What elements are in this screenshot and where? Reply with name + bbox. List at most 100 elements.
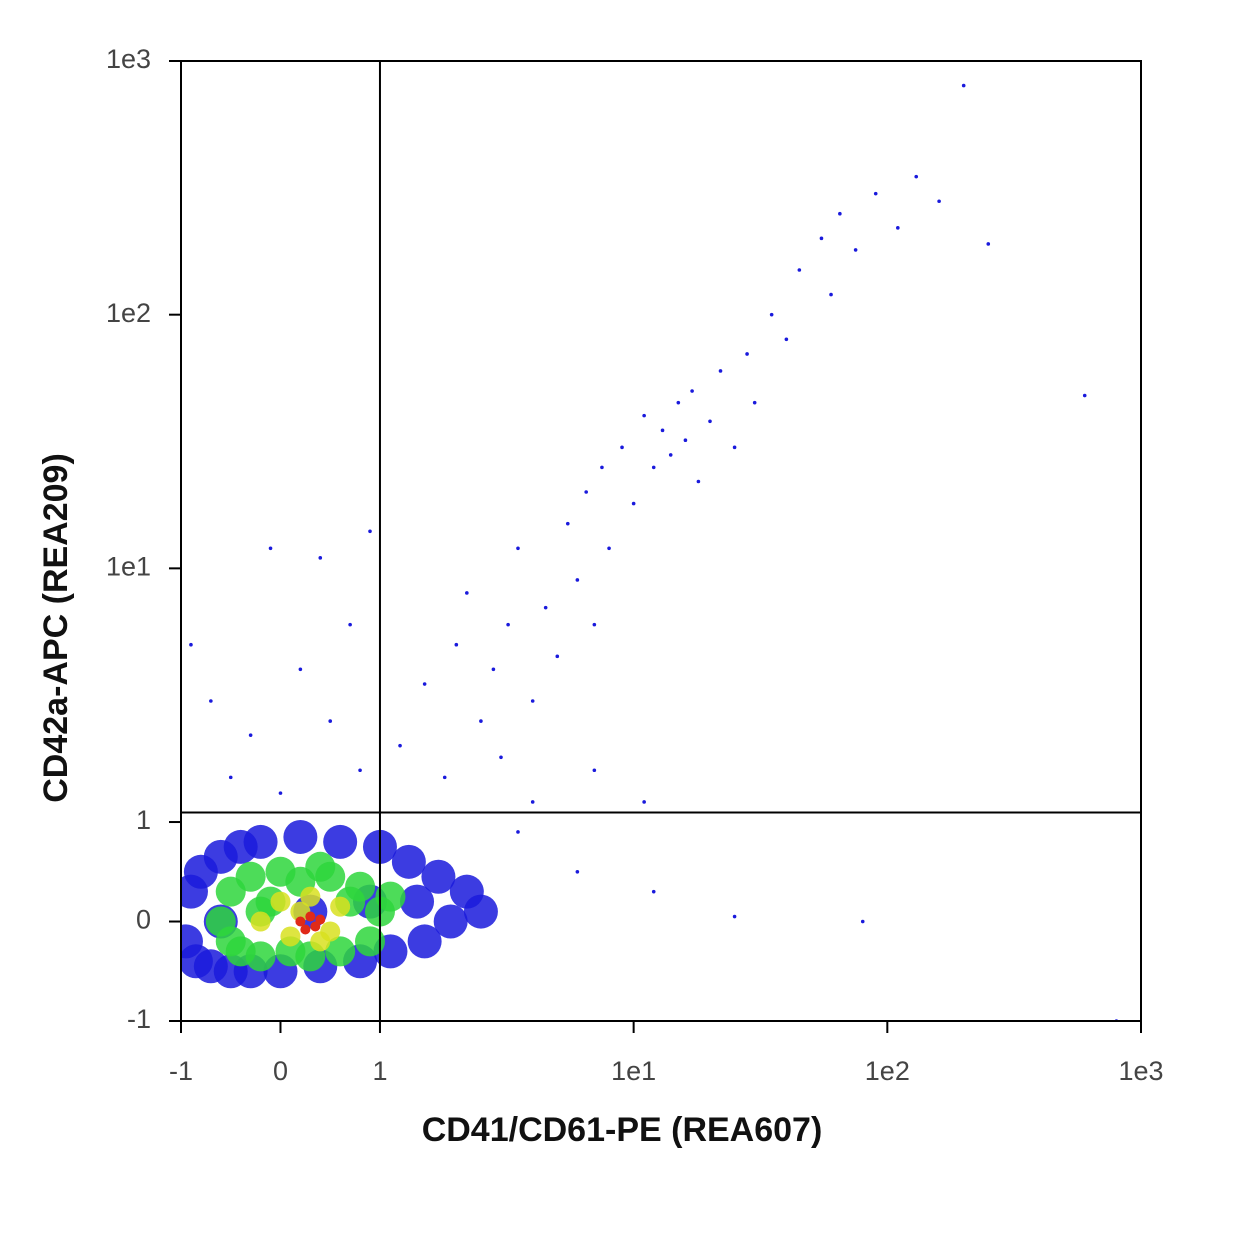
- points: [181, 83, 1119, 1021]
- y-tick-label: 1e1: [106, 551, 151, 581]
- point: [479, 719, 483, 723]
- point: [305, 911, 316, 922]
- point: [310, 921, 321, 932]
- point: [642, 413, 646, 418]
- point: [463, 894, 498, 929]
- point: [696, 479, 701, 484]
- point: [853, 248, 858, 252]
- point: [348, 622, 352, 627]
- point: [530, 800, 535, 804]
- plot-frame: [180, 60, 1142, 1022]
- point: [268, 546, 273, 551]
- point: [310, 931, 331, 952]
- point: [873, 191, 878, 196]
- point: [543, 605, 548, 610]
- point: [433, 904, 468, 939]
- point: [784, 337, 789, 342]
- point: [986, 242, 991, 246]
- point: [708, 419, 712, 424]
- point: [642, 800, 646, 804]
- point: [499, 755, 503, 760]
- point: [676, 400, 681, 405]
- point: [914, 174, 919, 179]
- point: [280, 926, 301, 947]
- point: [300, 886, 321, 907]
- point: [245, 941, 276, 972]
- y-axis-label: CD42a-APC (REA209): [37, 453, 75, 803]
- point: [819, 236, 824, 241]
- point: [345, 871, 376, 902]
- point: [829, 292, 833, 297]
- point: [283, 819, 318, 854]
- point: [769, 312, 774, 317]
- point: [228, 775, 233, 780]
- point: [592, 768, 597, 773]
- point: [407, 924, 442, 959]
- point: [860, 919, 865, 924]
- point: [375, 881, 406, 912]
- point: [318, 556, 323, 560]
- x-tick-label: -1: [169, 1056, 193, 1086]
- point: [189, 642, 193, 647]
- point: [651, 889, 656, 894]
- point: [442, 775, 447, 780]
- point: [516, 830, 520, 834]
- point: [465, 591, 469, 595]
- point: [391, 844, 426, 879]
- point: [584, 490, 588, 494]
- point: [355, 926, 386, 957]
- point: [300, 924, 311, 935]
- point: [575, 869, 580, 874]
- point: [896, 226, 900, 230]
- point: [683, 438, 688, 443]
- point: [298, 667, 303, 672]
- point: [323, 824, 358, 859]
- point: [600, 465, 604, 470]
- point: [718, 369, 723, 373]
- x-tick-label: 1: [372, 1056, 387, 1086]
- point: [400, 884, 435, 919]
- point: [651, 465, 656, 470]
- point: [607, 546, 611, 551]
- point: [328, 719, 333, 723]
- point: [278, 791, 283, 795]
- point: [631, 501, 636, 506]
- x-tick-label: 1e1: [611, 1056, 656, 1086]
- point: [250, 911, 271, 932]
- point: [752, 400, 757, 405]
- point: [565, 521, 570, 526]
- point: [209, 699, 213, 703]
- x-axis-label: CD41/CD61-PE (REA607): [422, 1111, 823, 1149]
- point: [620, 445, 624, 450]
- point: [305, 851, 336, 882]
- y-tick-label: 1e2: [106, 298, 151, 328]
- x-tick-label: 1e2: [865, 1056, 910, 1086]
- point: [235, 861, 266, 892]
- point: [358, 768, 362, 773]
- point: [516, 546, 520, 551]
- point: [690, 389, 694, 393]
- x-tick-label: 1e3: [1118, 1056, 1163, 1086]
- point: [575, 578, 580, 582]
- y-tick-label: -1: [127, 1004, 151, 1034]
- point: [555, 654, 560, 659]
- point: [243, 824, 278, 859]
- point: [732, 914, 737, 919]
- y-tick-label: 0: [136, 905, 151, 935]
- point: [668, 453, 673, 457]
- point: [530, 699, 535, 703]
- x-tick-label: 0: [273, 1056, 288, 1086]
- y-tick-label: 1: [136, 805, 151, 835]
- point: [421, 859, 456, 894]
- point: [422, 682, 427, 686]
- point: [248, 733, 253, 737]
- y-tick-label: 1e3: [106, 44, 151, 74]
- point: [732, 445, 737, 450]
- point: [398, 743, 402, 748]
- point: [330, 896, 351, 917]
- point: [1082, 393, 1087, 398]
- point: [745, 352, 749, 356]
- point: [454, 642, 459, 647]
- point: [325, 936, 356, 967]
